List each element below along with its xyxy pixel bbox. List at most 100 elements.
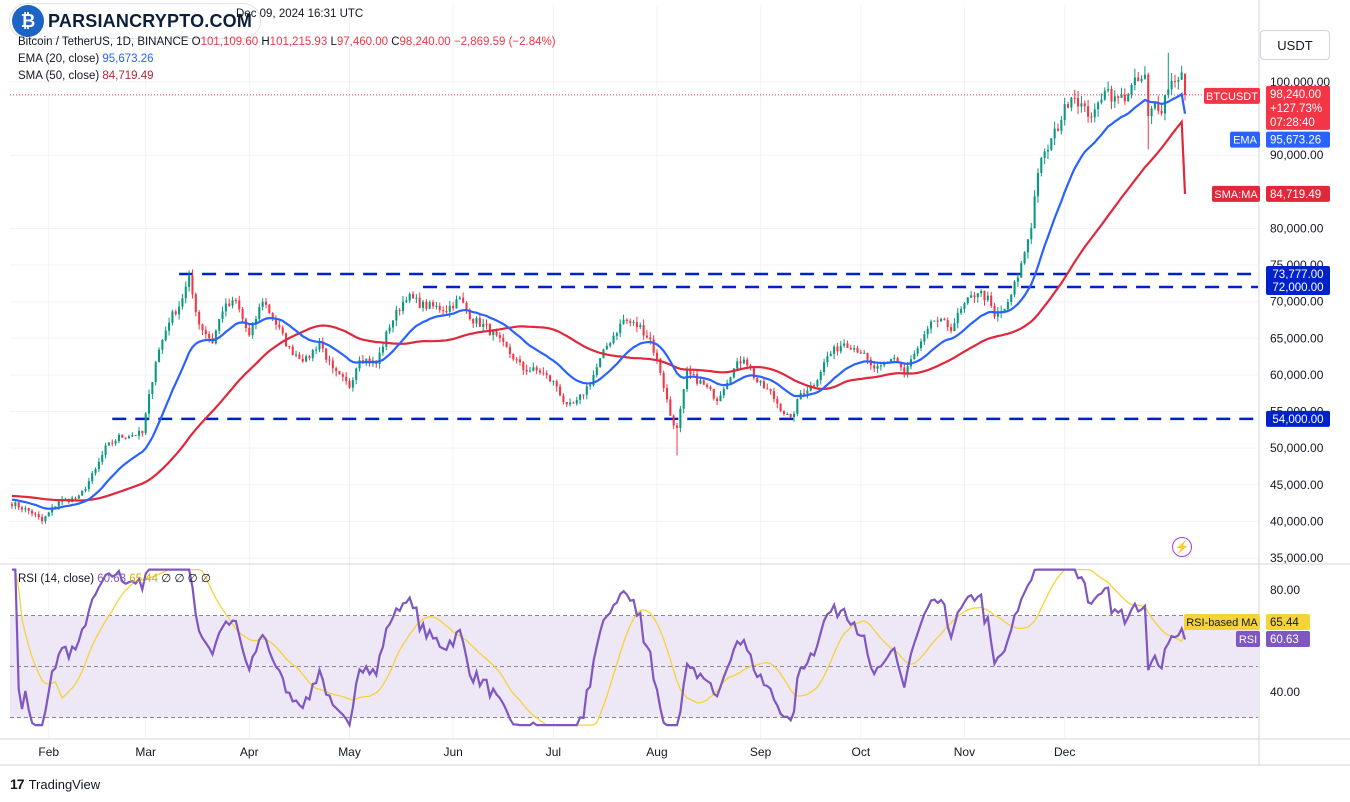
candle-body [752, 368, 755, 378]
candle-body [301, 358, 304, 362]
time-tick-label: Aug [646, 745, 667, 759]
candle-body [545, 373, 548, 376]
candle-body [542, 372, 545, 374]
candle-body [77, 495, 80, 499]
candle-body [849, 347, 852, 350]
candle-body [261, 301, 264, 307]
candle-body [789, 413, 792, 417]
ema-20-line[interactable] [11, 92, 1187, 510]
candle-body [1093, 109, 1096, 118]
candle-body [1033, 196, 1036, 229]
tradingview-logo[interactable]: 17 TradingView [10, 776, 100, 792]
last-price-tag[interactable] [1266, 85, 1330, 130]
candle-body [41, 517, 44, 522]
sma-50-line[interactable] [11, 118, 1187, 502]
sma-legend[interactable]: SMA (50, close) 84,719.49 [18, 70, 154, 82]
level-tag[interactable] [1266, 279, 1330, 296]
candle-body [538, 370, 542, 373]
candle-body [51, 507, 54, 513]
currency-unit-button[interactable]: USDT [1260, 30, 1330, 60]
candle-body [502, 337, 505, 342]
candle-body [1073, 97, 1076, 99]
rsi-ma-tag[interactable] [1184, 614, 1260, 630]
open-label: O [191, 36, 201, 48]
level-tag[interactable] [1266, 410, 1330, 427]
rsi-ma-value-tag[interactable] [1266, 614, 1310, 630]
price-tick-label: 60,000.00 [1270, 368, 1324, 382]
rsi-tag[interactable] [1236, 631, 1260, 647]
ema-legend-label: EMA (20, close) [18, 53, 100, 65]
lightning-icon[interactable]: ⚡ [1172, 537, 1192, 557]
candle-body [699, 380, 702, 384]
candle-body [559, 386, 562, 396]
candle-body [696, 374, 699, 384]
ema-value-tag[interactable] [1266, 131, 1330, 148]
candle-body [876, 365, 879, 369]
candle-body [766, 388, 769, 390]
candle-body [572, 402, 575, 404]
candle-countdown: 07:28:40 [1270, 117, 1315, 129]
price-tick-label: 80,000.00 [1270, 221, 1324, 235]
candle-body [970, 295, 973, 298]
header-date: Dec 09, 2024 16:31 UTC [236, 8, 364, 20]
level-tag[interactable] [1266, 266, 1330, 283]
close-value: 98,240.00 [399, 36, 451, 48]
candle-body [1120, 94, 1123, 98]
candle-body [291, 346, 294, 356]
candle-body [562, 395, 565, 402]
sma-value-tag[interactable] [1266, 185, 1330, 202]
bitcoin-logo-icon: ₿ [12, 5, 44, 37]
symbol-tag[interactable] [1204, 87, 1260, 104]
candle-body [298, 354, 301, 359]
candle-body [452, 306, 455, 309]
tradingview-mark-icon: 17 [10, 776, 25, 792]
candle-body [274, 319, 278, 325]
candle-body [341, 374, 344, 377]
candle-body [1087, 106, 1090, 117]
candle-body [980, 290, 983, 294]
candle-body [1147, 74, 1150, 117]
candle-body [522, 362, 525, 370]
rsi-tick-label: 80.00 [1270, 583, 1300, 597]
candle-body [652, 339, 655, 353]
sma-tag[interactable] [1212, 185, 1260, 202]
rsi-legend[interactable]: RSI (14, close) 60.63 65.44 ∅ ∅ ∅ ∅ [18, 571, 211, 585]
candle-body [712, 388, 715, 399]
candle-body [1063, 104, 1066, 121]
candle-body [408, 293, 411, 301]
candle-body [101, 454, 104, 462]
high-label: H [261, 36, 270, 48]
candle-body [254, 319, 257, 324]
rsi-value-tag[interactable] [1266, 631, 1310, 647]
rsi-legend-value: 60.63 [97, 573, 127, 585]
ema-value-label: 95,673.26 [1270, 135, 1321, 147]
time-tick-label: Jun [443, 745, 462, 759]
ema-legend[interactable]: EMA (20, close) 95,673.26 [18, 53, 154, 65]
rsi-ma-line[interactable] [12, 568, 1186, 726]
candle-body [792, 413, 796, 417]
candle-body [709, 386, 712, 389]
candle-body [595, 367, 598, 375]
candle-body [893, 357, 896, 360]
candle-body [692, 374, 695, 376]
candle-body [813, 385, 816, 387]
ohlc-legend[interactable]: Bitcoin / TetherUS, 1D, BINANCE O101,109… [18, 36, 556, 48]
rsi-line[interactable] [12, 568, 1187, 729]
candle-body [993, 305, 996, 317]
open-value: 101,109.60 [200, 36, 259, 48]
candle-body [1053, 128, 1056, 139]
time-tick-label: Jul [546, 745, 561, 759]
candle-body [161, 340, 164, 350]
candle-body [1110, 88, 1113, 102]
sma-value-label: 84,719.49 [1270, 189, 1321, 201]
candle-body [719, 395, 722, 402]
candle-body [442, 310, 445, 312]
candle-body [649, 337, 652, 340]
candle-body [141, 430, 144, 434]
candle-body [906, 366, 909, 373]
candle-body [91, 473, 94, 482]
rsi-tick-label: 40.00 [1270, 685, 1300, 699]
ema-tag[interactable] [1230, 131, 1260, 148]
candle-body [168, 322, 171, 331]
